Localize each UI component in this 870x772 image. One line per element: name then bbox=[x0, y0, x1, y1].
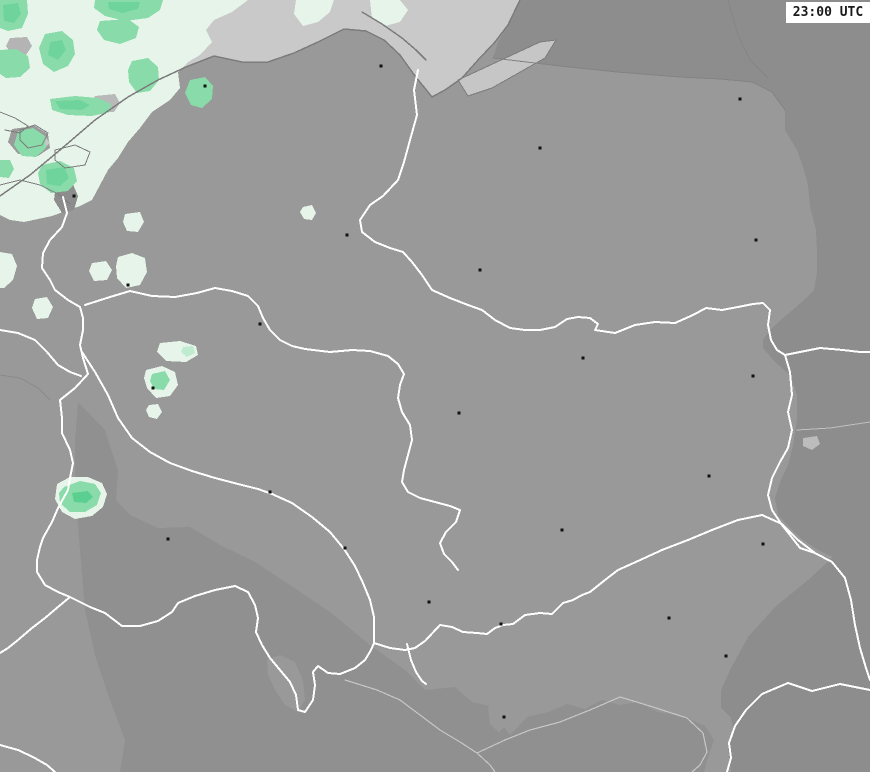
city-dot bbox=[560, 528, 564, 532]
river-bug-east bbox=[784, 347, 870, 356]
island-outline bbox=[54, 144, 91, 169]
city-dot bbox=[502, 715, 506, 719]
city-dot bbox=[754, 238, 758, 242]
faint-border-cz-sk bbox=[344, 679, 496, 772]
city-dot bbox=[707, 474, 711, 478]
faint-border-by-ua bbox=[796, 421, 870, 431]
city-dot bbox=[738, 97, 742, 101]
precip-light-patch bbox=[89, 261, 112, 281]
precip-light-patch bbox=[32, 297, 53, 319]
city-dot bbox=[166, 537, 170, 541]
precip-light-patch bbox=[294, 0, 334, 26]
city-dot bbox=[667, 616, 671, 620]
city-dot bbox=[379, 64, 383, 68]
precip-small-core bbox=[150, 371, 170, 390]
city-dot bbox=[761, 542, 765, 546]
reservoir-east bbox=[803, 436, 820, 450]
border-east-bug bbox=[767, 354, 816, 554]
city-dot bbox=[581, 356, 585, 360]
precip-medium-core bbox=[46, 167, 69, 186]
city-dot bbox=[72, 194, 76, 198]
river-vistula-north bbox=[359, 69, 599, 331]
precip-light-patch bbox=[0, 252, 17, 288]
precip-medium-core bbox=[48, 40, 66, 60]
precip-light-patch bbox=[146, 404, 162, 419]
river-narew-bug bbox=[594, 302, 786, 356]
city-dot bbox=[538, 146, 542, 150]
precip-medium-blob bbox=[14, 128, 46, 157]
precip-medium-core bbox=[3, 3, 21, 23]
river-upper-vistula-san bbox=[424, 514, 870, 681]
city-dot bbox=[151, 386, 155, 390]
river-notec-warta bbox=[84, 287, 461, 571]
border-corner-sw bbox=[0, 744, 56, 772]
precip-light-patch bbox=[300, 205, 316, 220]
precip-small-core bbox=[181, 346, 195, 357]
precip-light-patch bbox=[123, 212, 144, 232]
island-outline bbox=[19, 124, 49, 149]
timestamp-badge: 23:00 UTC bbox=[786, 2, 870, 23]
coastline-east-faint bbox=[492, 57, 786, 111]
city-dot bbox=[499, 622, 503, 626]
precip-light-patch bbox=[116, 253, 147, 288]
city-dot bbox=[343, 546, 347, 550]
beskid-light-notch bbox=[488, 706, 506, 733]
precip-light-patch bbox=[157, 341, 198, 362]
precip-medium-core bbox=[55, 100, 90, 110]
precip-medium-blob bbox=[97, 19, 139, 44]
city-dot bbox=[427, 600, 431, 604]
city-dot bbox=[126, 283, 130, 287]
sea-east-dark-region bbox=[493, 0, 870, 772]
faint-border-de bbox=[0, 374, 51, 401]
city-dot bbox=[345, 233, 349, 237]
precip-medium-blob bbox=[0, 49, 30, 78]
precip-medium-blob bbox=[0, 160, 14, 178]
city-dot bbox=[457, 411, 461, 415]
terrain-south-dark bbox=[75, 402, 714, 772]
faint-border-ru-lt bbox=[727, 0, 769, 79]
precip-sw-blob-core bbox=[72, 491, 93, 503]
city-dot bbox=[268, 490, 272, 494]
island-outline bbox=[0, 111, 29, 134]
border-south-cz bbox=[69, 585, 426, 713]
border-west-oder bbox=[36, 196, 89, 598]
city-dot bbox=[478, 268, 482, 272]
city-dot bbox=[724, 654, 728, 658]
border-ua-sk bbox=[726, 682, 870, 772]
coast-lagoon-south bbox=[0, 179, 71, 205]
river-german-branch bbox=[0, 329, 82, 377]
border-de-cz bbox=[0, 596, 71, 654]
faint-border-sk bbox=[476, 696, 708, 772]
city-dot bbox=[751, 374, 755, 378]
coastline-main bbox=[0, 0, 521, 197]
vistula-lagoon-fill bbox=[457, 39, 557, 97]
hel-spit bbox=[361, 11, 427, 61]
river-tributary-south bbox=[406, 643, 427, 685]
city-dot bbox=[258, 322, 262, 326]
river-odra bbox=[81, 351, 375, 644]
precip-light-patch bbox=[370, 0, 408, 26]
precip-medium-core bbox=[108, 2, 140, 13]
city-dot bbox=[203, 84, 207, 88]
